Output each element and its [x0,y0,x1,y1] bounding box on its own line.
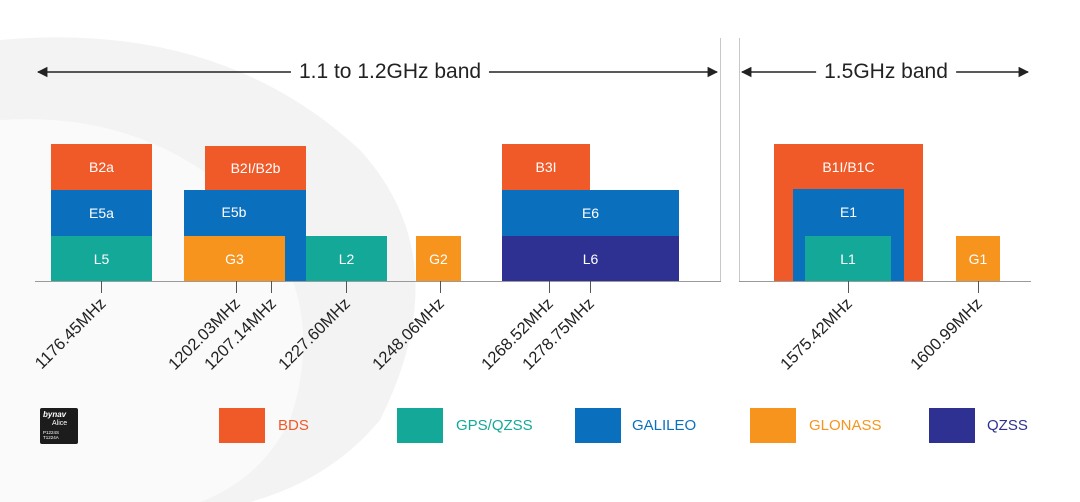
bynav-alice-logo: bynav Alice P1224S T1224A [40,408,78,444]
tick-1268 [549,281,550,293]
block-label: E6 [581,205,600,221]
tick-1207 [271,281,272,293]
block-label: B3I [535,159,557,175]
legend-label-galileo: GALILEO [632,417,697,434]
block-g3: G3 [184,236,285,281]
legend-swatch-glonass [750,408,796,443]
block-l1: L1 [805,236,891,281]
legend-swatch-gps-qzss [397,408,443,443]
block-label: B1I/B1C [822,159,875,175]
legend-label-gps-qzss: GPS/QZSS [456,417,533,434]
legend-swatch-bds [219,408,265,443]
band-divider [739,38,740,282]
legend-label-qzss: QZSS [987,417,1028,434]
tick-1202 [236,281,237,293]
block-label: L5 [93,250,110,267]
block-e5a: E5a [51,190,152,236]
high-band-title: 1.5GHz band [816,58,956,86]
tick-1248 [440,281,441,293]
block-l2: L2 [306,236,387,281]
block-label: E1 [839,204,858,220]
block-b2a: B2a [51,144,152,190]
band-divider [720,38,721,282]
block-l6: L6 [502,236,679,281]
block-label: G1 [968,250,988,267]
block-label: G3 [225,250,244,267]
block-label: L2 [338,250,355,267]
logo-models: P1224S T1224A [43,430,60,440]
block-g1: G1 [956,236,1000,281]
block-l5: L5 [51,236,152,281]
legend-swatch-galileo [575,408,621,443]
block-e6: E6 [502,190,679,236]
legend-swatch-qzss [929,408,975,443]
tick-1600 [978,281,979,293]
legend-label-glonass: GLONASS [809,417,882,434]
logo-brand: bynav [43,410,67,419]
block-label: B2a [89,159,114,175]
block-label: G2 [429,250,448,267]
block-label: L1 [840,250,856,267]
low-band-title: 1.1 to 1.2GHz band [290,58,490,86]
block-b2i-b2b: B2I/B2b [205,146,306,190]
block-g2: G2 [416,236,461,281]
low-band-baseline [35,281,721,282]
block-b3i: B3I [502,144,590,190]
block-label: E5b [221,204,247,220]
tick-1227 [346,281,347,293]
block-label: E5a [89,205,114,221]
high-band-baseline [739,281,1031,282]
block-label: L6 [582,250,599,267]
tick-1575 [848,281,849,293]
legend-label-bds: BDS [278,417,309,434]
tick-1278 [590,281,591,293]
logo-product: Alice [52,420,68,427]
block-label: B2I/B2b [230,160,281,176]
tick-1176 [101,281,102,293]
